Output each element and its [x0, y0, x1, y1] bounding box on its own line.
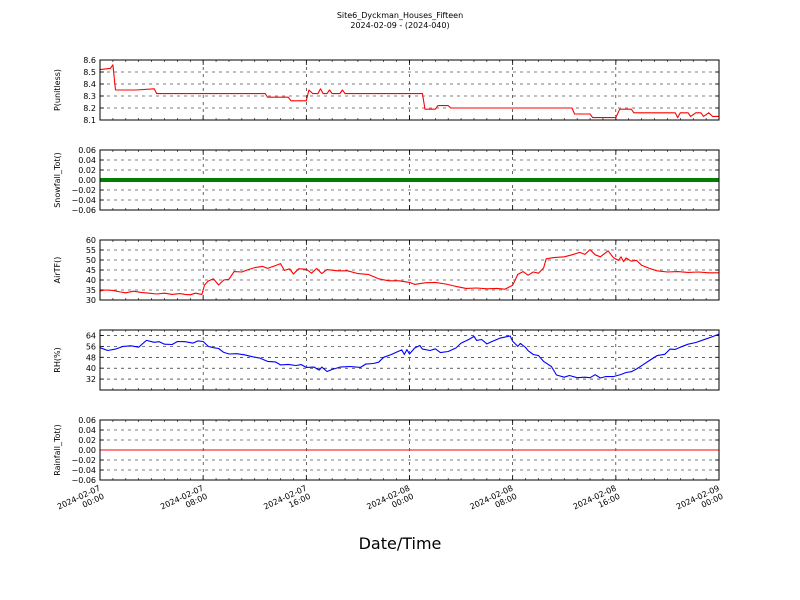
y-tick-label: 0.06	[78, 416, 96, 425]
x-axis-label: Date/Time	[358, 534, 442, 553]
y-tick-label: 8.4	[83, 80, 96, 89]
y-tick-label: 8.2	[83, 104, 96, 113]
x-tick-label: 2024-02-0808:00	[469, 484, 519, 520]
y-tick-label: 8.3	[83, 92, 96, 101]
x-tick-label: 2024-02-0708:00	[159, 484, 209, 520]
y-tick-label: 40	[86, 276, 96, 285]
series-line	[99, 333, 720, 379]
plot-frame	[99, 59, 720, 121]
y-tick-label: 56	[86, 342, 96, 351]
y-axis-label: P(unitless)	[53, 69, 62, 111]
plot-frame	[99, 329, 720, 391]
y-tick-label: −0.04	[71, 466, 96, 475]
plot-frame	[99, 419, 720, 481]
y-axis-label: Snowfall_Tot()	[53, 152, 62, 208]
y-tick-label: 48	[86, 353, 96, 362]
y-tick-label: 0.00	[78, 176, 96, 185]
plot-frame	[99, 149, 720, 211]
y-tick-label: 30	[86, 296, 96, 305]
y-axis-label: AirTF()	[53, 257, 62, 284]
y-tick-label: 45	[86, 266, 96, 275]
y-tick-label: 0.02	[78, 166, 96, 175]
y-tick-label: 50	[86, 256, 96, 265]
y-tick-label: −0.06	[71, 476, 96, 485]
x-tick-label: 2024-02-0816:00	[572, 484, 622, 520]
y-tick-label: 40	[86, 364, 96, 373]
y-tick-label: 0.06	[78, 146, 96, 155]
y-tick-label: 35	[86, 286, 96, 295]
series-line	[99, 249, 719, 296]
y-axis-label: RH(%)	[53, 347, 62, 372]
y-axis-label: Rainfall_Tot()	[53, 424, 62, 476]
y-tick-label: −0.02	[71, 456, 96, 465]
x-tick-label: 2024-02-0900:00	[675, 484, 725, 520]
chart-title: Site6_Dyckman_Houses_Fifteen	[336, 11, 464, 20]
y-tick-label: 8.5	[83, 68, 96, 77]
plot-frame	[99, 239, 720, 301]
chart-subtitle: 2024-02-09 - (2024-040)	[350, 21, 450, 30]
y-tick-label: −0.06	[71, 206, 96, 215]
y-tick-label: 32	[86, 375, 96, 384]
y-tick-label: −0.04	[71, 196, 96, 205]
y-tick-label: 8.6	[83, 56, 96, 65]
x-tick-label: 2024-02-0716:00	[262, 484, 312, 520]
y-tick-label: 0.04	[78, 156, 96, 165]
y-tick-label: 8.1	[83, 116, 96, 125]
y-tick-label: 0.00	[78, 446, 96, 455]
y-tick-label: 60	[86, 236, 96, 245]
x-tick-label: 2024-02-0700:00	[56, 484, 106, 520]
y-tick-label: 55	[86, 246, 96, 255]
y-tick-label: 0.02	[78, 436, 96, 445]
y-tick-label: 0.04	[78, 426, 96, 435]
series-line	[99, 64, 719, 119]
y-tick-label: −0.02	[71, 186, 96, 195]
y-tick-label: 64	[86, 331, 96, 340]
x-tick-label: 2024-02-0800:00	[365, 484, 415, 520]
